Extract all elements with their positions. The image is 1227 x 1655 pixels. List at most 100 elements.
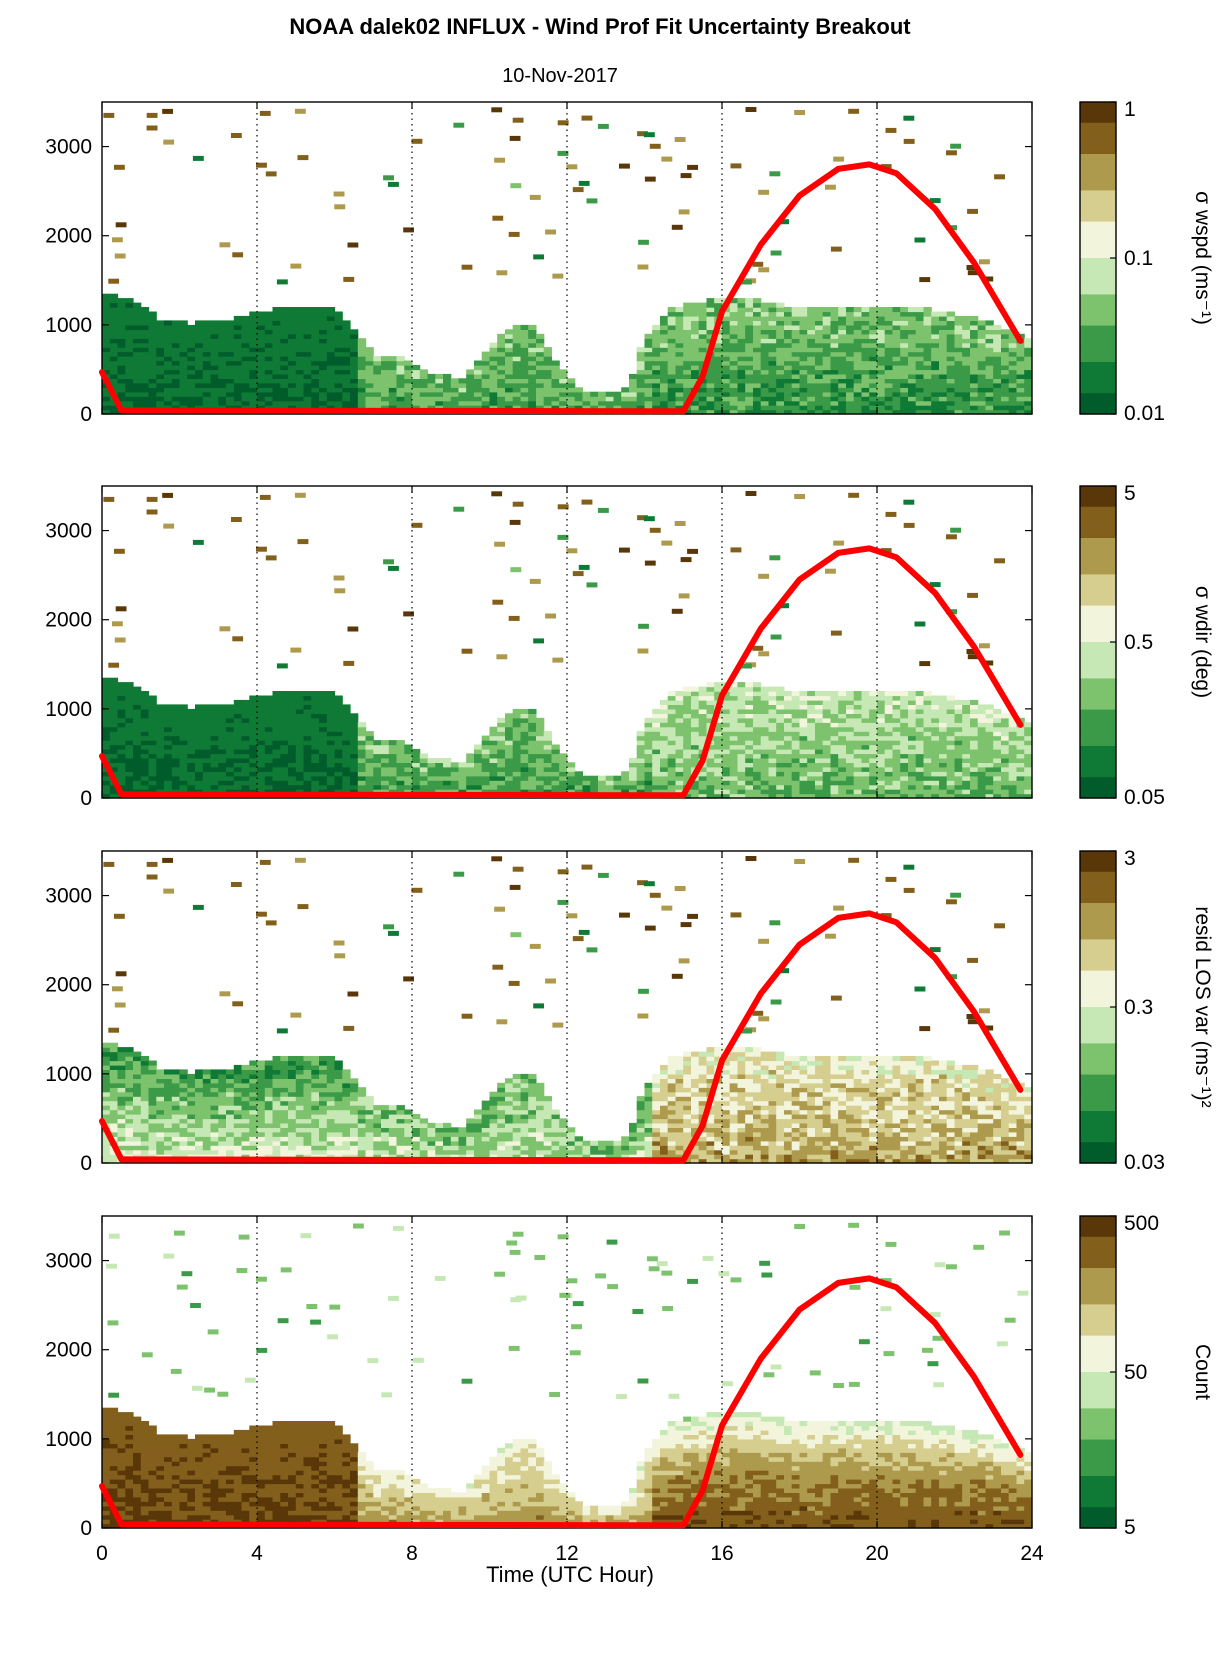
heatmap-cell	[543, 360, 552, 366]
heatmap-cell	[233, 717, 243, 723]
heatmap-cell	[745, 735, 754, 741]
heatmap-cell	[257, 369, 266, 375]
heatmap-cell	[1024, 722, 1033, 728]
heatmap-cell	[985, 373, 994, 379]
heatmap-cell	[257, 775, 266, 781]
heatmap-cell	[691, 740, 700, 746]
heatmap-cell	[722, 713, 731, 719]
heatmap-cell	[636, 378, 645, 384]
sparse-cell	[643, 516, 655, 522]
heatmap-cell	[1001, 373, 1010, 379]
heatmap-cell	[977, 740, 986, 746]
heatmap-cell	[900, 369, 909, 375]
heatmap-cell	[466, 387, 475, 393]
heatmap-cell	[822, 740, 831, 746]
heatmap-cell	[373, 396, 382, 402]
heatmap-cell	[125, 691, 134, 697]
heatmap-cell	[768, 793, 777, 799]
heatmap-cell	[892, 713, 901, 719]
heatmap-cell	[551, 382, 560, 388]
heatmap-cell	[125, 391, 134, 397]
heatmap-cell	[970, 775, 979, 781]
heatmap-cell	[737, 757, 746, 763]
heatmap-cell	[412, 378, 421, 384]
heatmap-cell	[822, 382, 831, 388]
heatmap-cell	[900, 373, 909, 379]
heatmap-cell	[567, 387, 576, 393]
heatmap-cell	[303, 365, 312, 371]
heatmap-cell	[179, 333, 188, 339]
heatmap-cell	[505, 735, 514, 741]
heatmap-cell	[536, 396, 545, 402]
heatmap-cell	[706, 307, 715, 313]
heatmap-cell	[714, 396, 723, 402]
heatmap-cell	[908, 717, 917, 723]
sparse-cell	[644, 176, 656, 182]
heatmap-cell	[954, 731, 963, 737]
heatmap-cell	[970, 717, 979, 723]
heatmap-cell	[993, 342, 1002, 348]
heatmap-cell	[846, 762, 855, 768]
heatmap-cell	[179, 722, 188, 728]
heatmap-cell	[334, 378, 343, 384]
heatmap-cell	[249, 391, 258, 397]
heatmap-cell	[954, 726, 963, 732]
heatmap-cell	[117, 753, 126, 759]
heatmap-cell	[381, 405, 390, 411]
heatmap-cell	[1016, 378, 1025, 384]
heatmap-cell	[830, 771, 839, 777]
heatmap-cell	[830, 405, 839, 411]
heatmap-cell	[458, 387, 467, 393]
heatmap-cell	[675, 311, 684, 317]
heatmap-cell	[435, 784, 444, 790]
heatmap-cell	[807, 351, 816, 357]
heatmap-cell	[148, 320, 157, 326]
heatmap-cell	[776, 405, 785, 411]
heatmap-cell	[311, 762, 320, 768]
heatmap-cell	[303, 369, 312, 375]
heatmap-cell	[807, 347, 816, 353]
heatmap-cell	[923, 311, 932, 317]
heatmap-cell	[714, 307, 723, 313]
heatmap-cell	[257, 740, 266, 746]
heatmap-cell	[226, 717, 235, 723]
heatmap-cell	[853, 695, 862, 701]
heatmap-cell	[218, 704, 227, 710]
heatmap-cell	[962, 320, 971, 326]
heatmap-cell	[791, 740, 800, 746]
heatmap-cell	[660, 753, 669, 759]
heatmap-cell	[884, 735, 893, 741]
heatmap-cell	[768, 699, 777, 705]
heatmap-cell	[303, 731, 312, 737]
heatmap-cell	[241, 775, 250, 781]
sparse-cell	[103, 496, 115, 502]
heatmap-cell	[567, 766, 576, 772]
heatmap-cell	[853, 784, 862, 790]
heatmap-cell	[784, 699, 793, 705]
heatmap-cell	[350, 784, 359, 790]
heatmap-cell	[1024, 762, 1033, 768]
heatmap-cell	[342, 378, 351, 384]
heatmap-cell	[280, 780, 289, 786]
heatmap-cell	[458, 762, 467, 768]
heatmap-cell	[226, 320, 235, 326]
heatmap-cell	[249, 400, 258, 406]
sparse-cell	[259, 110, 271, 116]
heatmap-cell	[1008, 351, 1017, 357]
heatmap-cell	[334, 704, 343, 710]
heatmap-cell	[280, 311, 289, 317]
heatmap-cell	[264, 713, 274, 719]
heatmap-cell	[303, 735, 312, 741]
heatmap-cell	[210, 373, 219, 379]
heatmap-cell	[892, 722, 901, 728]
heatmap-cell	[629, 766, 638, 772]
heatmap-cell	[675, 315, 684, 321]
heatmap-cell	[970, 740, 979, 746]
heatmap-cell	[350, 780, 359, 786]
heatmap-cell	[311, 789, 320, 795]
heatmap-cell	[233, 369, 243, 375]
heatmap-cell	[667, 360, 676, 366]
heatmap-cell	[706, 789, 715, 795]
sparse-cell	[492, 215, 504, 221]
